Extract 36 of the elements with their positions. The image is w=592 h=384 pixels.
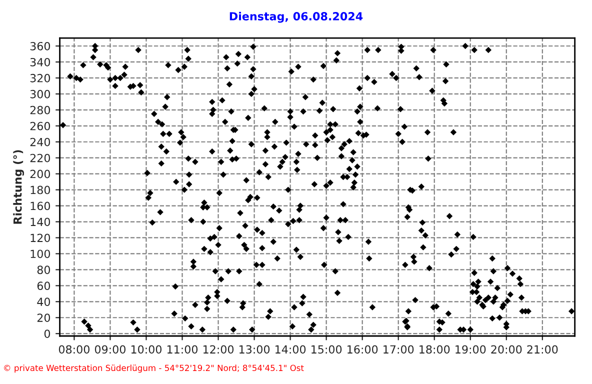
y-tick-label: 300 — [30, 90, 50, 98]
x-tick-label: 11:00 — [167, 345, 198, 354]
x-tick-label: 16:00 — [348, 345, 378, 354]
chart-title: Dienstag, 06.08.2024 — [230, 12, 363, 23]
y-tick-label: 200 — [30, 170, 50, 178]
y-tick-label: 20 — [37, 314, 50, 322]
text: © private Wetterstation Süderlügum - 54°52'19.2" Nord; 8°54'45.1" Ost — [4, 364, 304, 373]
y-tick-label: 160 — [30, 202, 50, 210]
x-tick-label: 14:00 — [276, 345, 306, 354]
x-tick-label: 20:00 — [491, 345, 522, 354]
y-tick-label: 280 — [30, 106, 50, 114]
x-tick-label: 17:00 — [384, 345, 414, 354]
y-tick-label: 0 — [44, 330, 50, 338]
x-tick-label: 15:00 — [312, 345, 342, 354]
y-tick-label: 60 — [37, 282, 50, 290]
y-tick-label: 140 — [30, 218, 50, 226]
y-tick-label: 220 — [30, 154, 50, 162]
y-tick-label: 40 — [37, 298, 50, 306]
x-tick-label: 10:00 — [131, 345, 162, 354]
y-tick-label: 260 — [30, 122, 50, 130]
y-tick-label: 100 — [30, 250, 50, 258]
y-tick-label: 120 — [30, 234, 50, 242]
x-tick-label: 08:00 — [58, 345, 90, 354]
y-tick-label: 340 — [30, 58, 50, 66]
y-tick-label: 360 — [30, 42, 50, 50]
y-axis-title: Richtung (°) — [13, 150, 24, 224]
y-tick-label: 320 — [30, 74, 50, 82]
y-tick-label: 80 — [37, 266, 50, 274]
y-tick-label: 180 — [30, 186, 50, 194]
x-tick-label: 12:00 — [203, 345, 234, 354]
x-tick-label: 09:00 — [94, 345, 126, 354]
x-tick-label: 13:00 — [239, 345, 270, 354]
y-tick-label: 240 — [30, 138, 50, 146]
x-tick-label: 19:00 — [456, 345, 486, 354]
x-tick-label: 18:00 — [420, 345, 450, 354]
x-tick-label: 21:00 — [527, 345, 558, 354]
